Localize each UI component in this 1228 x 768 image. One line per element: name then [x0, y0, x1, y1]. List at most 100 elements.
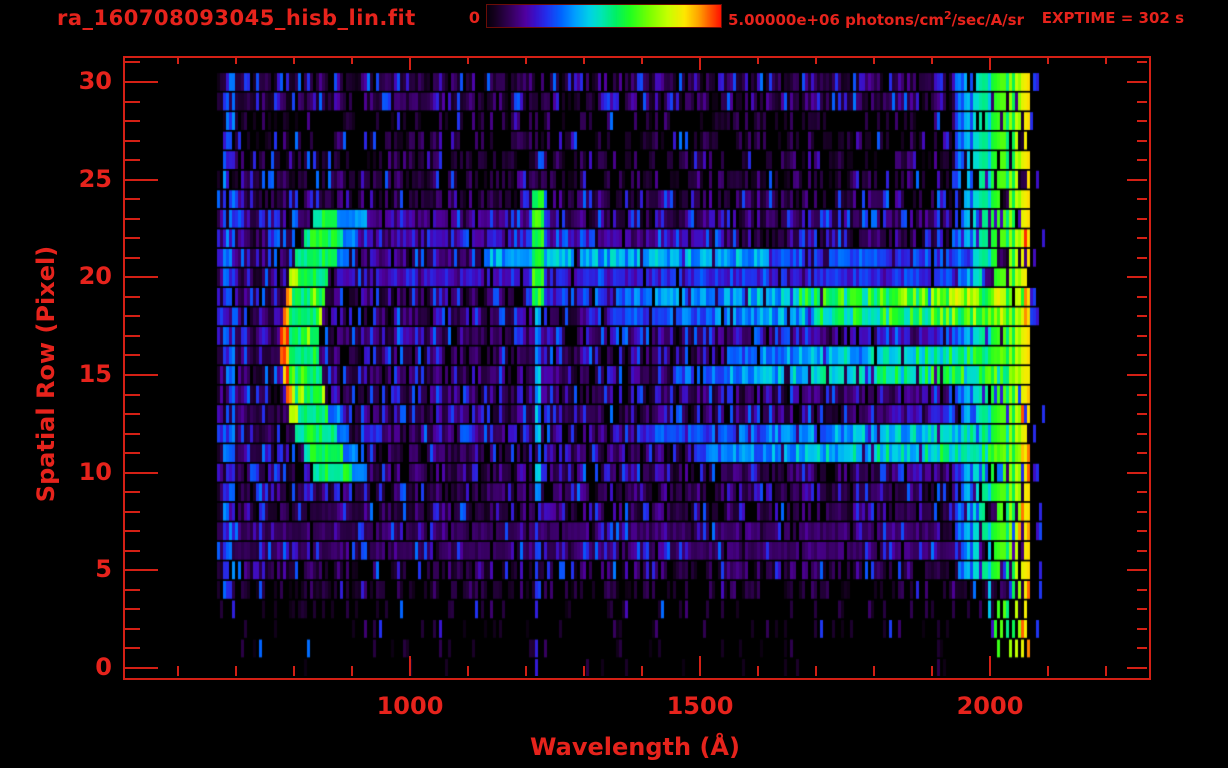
colorbar-gradient	[487, 5, 721, 27]
axis-tick	[1137, 335, 1147, 337]
axis-tick	[125, 667, 158, 669]
axis-tick	[125, 81, 158, 83]
axis-tick	[873, 666, 875, 676]
axis-tick	[525, 666, 527, 676]
axis-tick	[235, 58, 237, 64]
y-tick-label: 5	[95, 555, 112, 584]
colorbar-min-label: 0	[468, 8, 480, 27]
axis-tick	[177, 58, 179, 64]
axis-tick	[1137, 159, 1147, 161]
axis-tick	[757, 58, 759, 64]
axis-tick	[583, 58, 585, 64]
axis-tick	[1127, 569, 1147, 571]
axis-tick	[125, 530, 140, 532]
axis-tick	[351, 666, 353, 676]
axis-tick	[125, 296, 140, 298]
y-tick-label: 0	[95, 653, 112, 681]
axis-tick	[989, 656, 991, 676]
axis-tick	[125, 647, 140, 649]
axis-tick	[125, 257, 140, 259]
x-tick-label: 2000	[956, 692, 1024, 720]
axis-tick	[1137, 61, 1147, 63]
y-tick-label: 15	[78, 360, 112, 388]
axis-tick	[125, 159, 140, 161]
colorbar-max-prefix: 5.00000e+06 photons/cm	[728, 11, 944, 29]
axis-tick	[1137, 647, 1147, 649]
y-tick-label: 20	[78, 262, 112, 291]
axis-tick	[1137, 491, 1147, 493]
axis-tick	[1137, 140, 1147, 142]
plot-frame	[123, 56, 1151, 680]
axis-tick	[125, 394, 140, 396]
axis-tick	[125, 315, 140, 317]
axis-tick	[1137, 296, 1147, 298]
axis-tick	[641, 666, 643, 676]
axis-tick	[873, 58, 875, 64]
colorbar-max-superscript: 2	[943, 9, 952, 22]
axis-tick	[125, 511, 140, 513]
axis-tick	[1127, 81, 1147, 83]
axis-tick	[125, 569, 158, 571]
axis-tick	[125, 335, 140, 337]
axis-tick	[1137, 628, 1147, 630]
axis-tick	[235, 666, 237, 676]
axis-tick	[815, 666, 817, 676]
axis-tick	[1137, 257, 1147, 259]
axis-tick	[125, 608, 140, 610]
axis-tick	[125, 628, 140, 630]
axis-tick	[125, 140, 140, 142]
axis-tick	[989, 58, 991, 70]
axis-tick	[125, 472, 158, 474]
y-tick-label: 10	[78, 457, 112, 486]
axis-tick	[1137, 198, 1147, 200]
axis-tick	[125, 218, 140, 220]
axis-tick	[125, 413, 140, 415]
colorbar-max-suffix: /sec/A/sr	[951, 11, 1024, 29]
axis-tick	[931, 58, 933, 64]
axis-tick	[1127, 179, 1147, 181]
axis-tick	[293, 58, 295, 64]
axis-tick	[467, 58, 469, 64]
axis-tick	[409, 58, 411, 70]
axis-tick	[125, 120, 140, 122]
axis-tick	[583, 666, 585, 676]
axis-tick	[699, 58, 701, 70]
axis-tick	[125, 354, 140, 356]
axis-tick	[125, 179, 158, 181]
y-tick-label: 30	[78, 67, 112, 95]
axis-tick	[1105, 58, 1107, 64]
x-axis-title: Wavelength (Å)	[530, 733, 740, 761]
axis-tick	[1127, 667, 1147, 669]
axis-tick	[1137, 511, 1147, 513]
exptime-label: EXPTIME = 302 s	[1041, 9, 1184, 27]
axis-tick	[1137, 315, 1147, 317]
axis-tick	[815, 58, 817, 64]
axis-tick	[1137, 354, 1147, 356]
colorbar-max-label: 5.00000e+06 photons/cm2/sec/A/sr	[728, 9, 1024, 29]
file-title: ra_160708093045_hisb_lin.fit	[57, 6, 416, 30]
axis-tick	[1127, 472, 1147, 474]
axis-tick	[1137, 452, 1147, 454]
axis-tick	[409, 656, 411, 676]
axis-tick	[1137, 394, 1147, 396]
axis-tick	[699, 656, 701, 676]
axis-tick	[125, 101, 140, 103]
axis-tick	[125, 198, 140, 200]
axis-tick	[1137, 530, 1147, 532]
axis-tick	[1047, 666, 1049, 676]
axis-tick	[1047, 58, 1049, 64]
axis-tick	[1105, 666, 1107, 676]
axis-tick	[1137, 433, 1147, 435]
axis-tick	[125, 491, 140, 493]
axis-tick	[1137, 413, 1147, 415]
axis-tick	[1137, 550, 1147, 552]
colorbar	[486, 4, 722, 28]
axis-tick	[1137, 101, 1147, 103]
axis-tick	[641, 58, 643, 64]
axis-tick	[525, 58, 527, 64]
axis-tick	[1137, 218, 1147, 220]
x-tick-label: 1000	[376, 692, 444, 720]
axis-tick	[125, 550, 140, 552]
axis-tick	[125, 374, 158, 376]
axis-tick	[177, 666, 179, 676]
